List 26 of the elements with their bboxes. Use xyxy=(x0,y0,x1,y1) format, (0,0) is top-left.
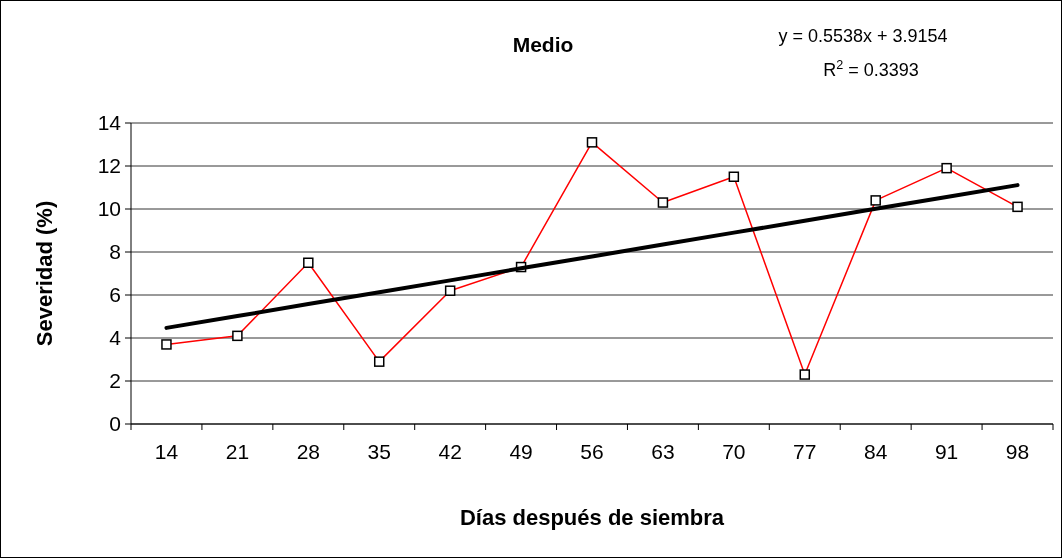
x-tick-label: 98 xyxy=(1005,440,1030,463)
x-tick-label: 28 xyxy=(296,440,320,463)
text: R$^{2}$ = 0.3393 xyxy=(823,58,919,80)
text: y = 0.5538x + 3.9154 xyxy=(778,26,948,46)
x-tick-label: 49 xyxy=(509,440,533,463)
x-tick-label: 77 xyxy=(793,440,817,463)
y-tick-label: 4 xyxy=(109,326,122,350)
x-tick-label: 91 xyxy=(934,440,959,463)
x-tick-label: 42 xyxy=(438,440,462,463)
x-tick-label: 84 xyxy=(864,440,888,463)
chart-title: Medio xyxy=(512,33,574,56)
y-tick-label: 14 xyxy=(97,111,122,135)
y-tick-label: 12 xyxy=(97,154,121,178)
x-tick-label: 70 xyxy=(722,440,746,463)
y-tick-label: 6 xyxy=(109,283,121,307)
y-tick-label: 10 xyxy=(97,197,121,221)
x-tick-label: 21 xyxy=(225,440,250,463)
x-axis-title: Días después de siembra xyxy=(459,505,725,530)
x-tick-label: 56 xyxy=(580,440,604,463)
x-tick-label: 35 xyxy=(367,440,391,463)
y-tick-label: 2 xyxy=(109,369,121,393)
y-tick-label: 0 xyxy=(109,412,121,436)
y-tick-label: 8 xyxy=(109,240,121,264)
x-tick-label: 63 xyxy=(651,440,675,463)
x-tick-label: 14 xyxy=(154,440,179,463)
y-axis-title: Severidad (%) xyxy=(32,200,57,347)
